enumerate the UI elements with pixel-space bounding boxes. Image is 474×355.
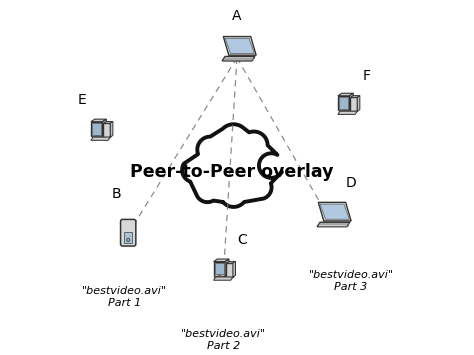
- FancyBboxPatch shape: [120, 219, 136, 246]
- FancyBboxPatch shape: [124, 232, 132, 243]
- Text: E: E: [77, 93, 86, 108]
- Circle shape: [126, 236, 127, 237]
- Polygon shape: [92, 123, 101, 135]
- Polygon shape: [214, 262, 225, 276]
- Text: C: C: [237, 233, 247, 247]
- Polygon shape: [102, 119, 106, 136]
- Polygon shape: [233, 261, 236, 277]
- Polygon shape: [226, 261, 236, 263]
- Polygon shape: [226, 263, 233, 277]
- Polygon shape: [317, 222, 350, 227]
- Text: "bestvideo.avi"
Part 2: "bestvideo.avi" Part 2: [181, 329, 266, 351]
- Text: D: D: [346, 176, 356, 190]
- Polygon shape: [225, 38, 255, 54]
- Polygon shape: [350, 95, 360, 97]
- Polygon shape: [182, 124, 282, 207]
- Text: Peer-to-Peer overlay: Peer-to-Peer overlay: [130, 163, 334, 181]
- Text: "bestvideo.avi"
Part 1: "bestvideo.avi" Part 1: [82, 286, 167, 307]
- Polygon shape: [91, 122, 102, 136]
- Circle shape: [129, 236, 131, 237]
- Polygon shape: [338, 96, 349, 110]
- Polygon shape: [338, 93, 353, 96]
- Text: A: A: [232, 9, 242, 23]
- Polygon shape: [339, 97, 348, 109]
- Polygon shape: [91, 119, 106, 122]
- Polygon shape: [222, 56, 255, 61]
- Polygon shape: [225, 259, 229, 276]
- Text: "bestvideo.avi"
Part 3: "bestvideo.avi" Part 3: [309, 271, 393, 292]
- Polygon shape: [110, 121, 113, 137]
- Polygon shape: [214, 277, 233, 280]
- Text: F: F: [363, 69, 371, 83]
- Polygon shape: [215, 263, 224, 274]
- Text: B: B: [111, 187, 121, 201]
- Polygon shape: [103, 121, 113, 123]
- Polygon shape: [214, 259, 229, 262]
- Polygon shape: [320, 204, 349, 219]
- Polygon shape: [319, 202, 351, 221]
- Polygon shape: [103, 123, 110, 137]
- Polygon shape: [91, 137, 110, 140]
- Polygon shape: [223, 37, 256, 55]
- Polygon shape: [338, 111, 357, 114]
- Polygon shape: [357, 95, 360, 111]
- Circle shape: [127, 239, 130, 241]
- Polygon shape: [349, 93, 353, 110]
- Polygon shape: [350, 97, 357, 111]
